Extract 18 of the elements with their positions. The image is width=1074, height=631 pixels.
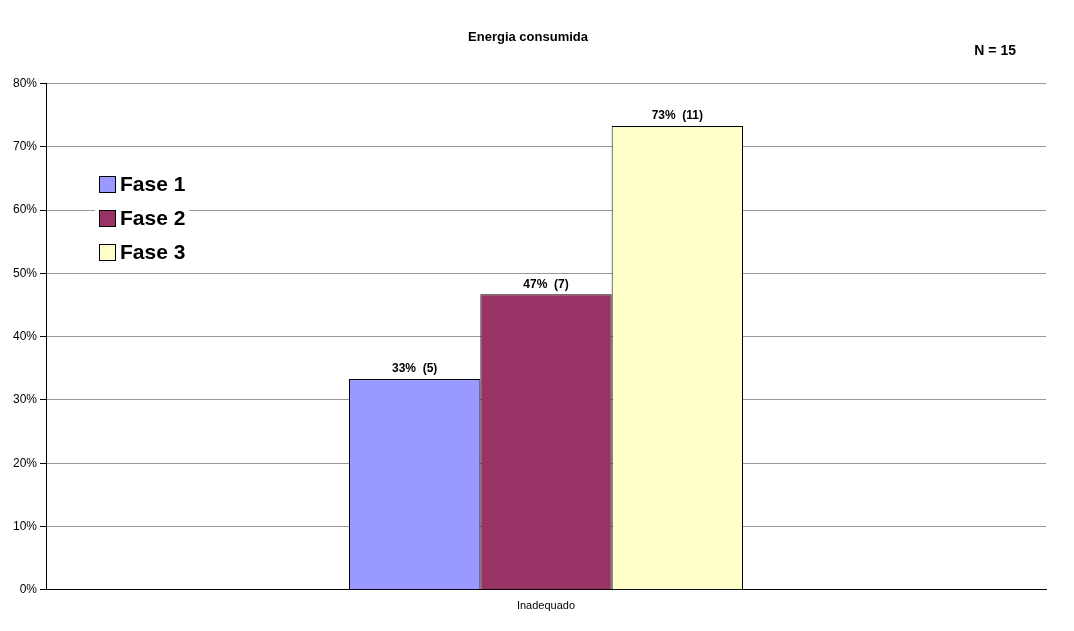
x-tick-label: Inadequado (516, 599, 576, 612)
y-tick-label: 20% (12, 455, 38, 470)
y-tick-label: 40% (12, 329, 38, 344)
y-tick-label: 60% (12, 202, 38, 217)
y-tick-label: 0% (19, 582, 38, 597)
legend-label: Fase 2 (120, 206, 186, 230)
data-label: 47% (7) (523, 276, 569, 291)
data-label: 73% (11) (651, 108, 704, 123)
y-tick-label: 70% (12, 139, 38, 154)
chart-title: Energia consumida (468, 29, 589, 45)
y-tick-label: 30% (12, 392, 38, 407)
y-tick-label: 80% (12, 75, 38, 90)
legend-label: Fase 3 (120, 240, 186, 264)
y-tick-label: 50% (12, 265, 38, 280)
y-tick-label: 10% (12, 518, 38, 533)
text: N = 15 (974, 42, 1016, 58)
legend-label: Fase 1 (120, 172, 186, 196)
data-label: 33% (5) (392, 361, 438, 376)
